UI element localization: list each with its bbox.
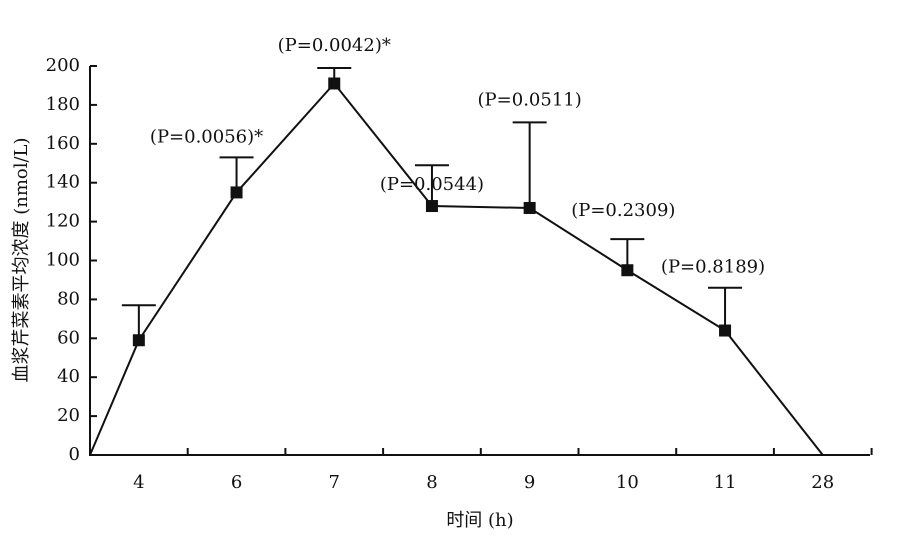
data-point bbox=[621, 264, 634, 277]
x-tick-label: 4 bbox=[133, 472, 144, 493]
y-tick-label: 40 bbox=[57, 366, 80, 387]
y-axis-label: 血浆芹菜素平均浓度 (nmol/L) bbox=[11, 137, 32, 382]
p-value-label: (P=0.2309) bbox=[571, 200, 675, 221]
y-tick-label: 20 bbox=[57, 405, 80, 426]
error-bar bbox=[414, 164, 449, 207]
x-tick-label: 9 bbox=[524, 472, 535, 493]
x-tick-label: 7 bbox=[329, 472, 340, 493]
y-tick-label: 0 bbox=[69, 444, 80, 465]
y-tick-label: 120 bbox=[46, 211, 80, 232]
p-value-label: (P=0.0511) bbox=[478, 89, 582, 110]
data-point bbox=[523, 201, 536, 214]
data-point bbox=[328, 77, 341, 90]
p-value-label: (P=0.0544) bbox=[380, 174, 484, 195]
data-point bbox=[719, 324, 732, 337]
y-tick-label: 180 bbox=[46, 94, 80, 115]
data-point bbox=[425, 200, 438, 213]
error-bar bbox=[708, 286, 743, 331]
p-value-label: (P=0.0056)* bbox=[150, 126, 263, 147]
x-tick-label: 28 bbox=[811, 472, 834, 493]
x-tick-label: 11 bbox=[714, 472, 737, 493]
y-tick-label: 60 bbox=[57, 327, 80, 348]
x-tick-label: 6 bbox=[231, 472, 242, 493]
data-point bbox=[132, 334, 145, 347]
x-tick-label: 10 bbox=[616, 472, 639, 493]
y-tick-label: 140 bbox=[46, 172, 80, 193]
x-axis-label: 时间 (h) bbox=[446, 510, 513, 531]
x-tick-label: 8 bbox=[426, 472, 437, 493]
y-tick-label: 100 bbox=[46, 250, 80, 271]
y-tick-label: 160 bbox=[46, 133, 80, 154]
y-tick-label: 80 bbox=[57, 288, 80, 309]
y-tick-label: 200 bbox=[46, 55, 80, 76]
p-value-label: (P=0.8189) bbox=[661, 257, 765, 278]
error-bar bbox=[512, 121, 547, 208]
p-value-label: (P=0.0042)* bbox=[278, 35, 391, 56]
data-point bbox=[230, 186, 243, 199]
